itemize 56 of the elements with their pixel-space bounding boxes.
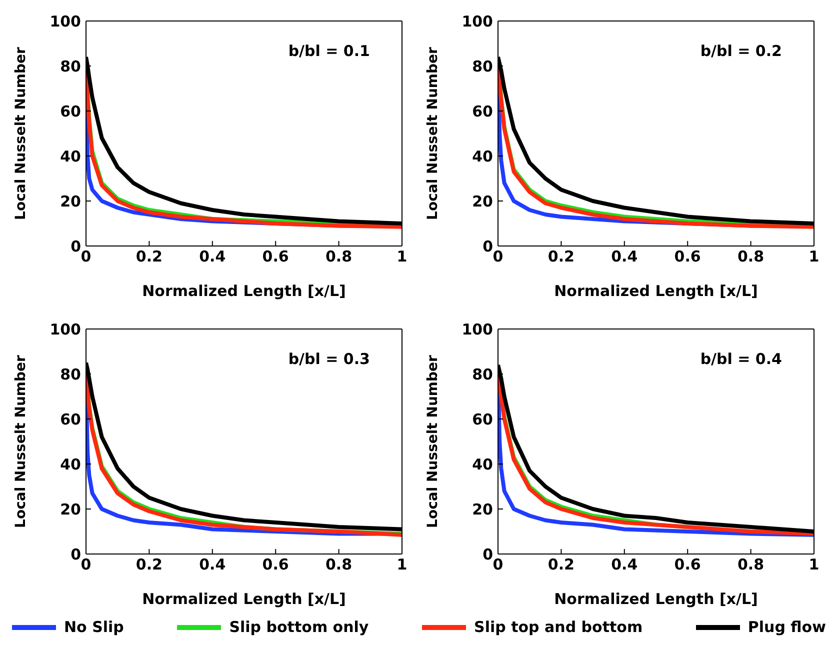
x-tick-label: 1: [808, 556, 820, 574]
legend-label: Slip bottom only: [229, 618, 369, 636]
y-tick-label: 20: [60, 500, 81, 518]
legend-label: Plug flow: [748, 618, 826, 636]
x-tick-label: 0.8: [738, 556, 764, 574]
y-tick-label: 60: [472, 410, 493, 428]
y-axis-title: Local Nusselt Number: [424, 46, 441, 220]
x-axis-title: Normalized Length [x/L]: [554, 282, 758, 300]
y-tick-label: 40: [60, 147, 81, 166]
x-tick-label: 1: [808, 248, 820, 266]
y-axis-title: Local Nusselt Number: [12, 46, 29, 220]
y-axis-title: Local Nusselt Number: [424, 354, 441, 528]
x-tick-label: 0.6: [674, 556, 701, 574]
x-tick-label: 0.8: [326, 248, 352, 266]
x-tick-label: 0.6: [674, 248, 701, 266]
y-tick-label: 80: [60, 57, 81, 76]
y-tick-label: 40: [60, 455, 81, 474]
annotation: b/bl = 0.2: [700, 42, 782, 60]
y-tick-label: 80: [472, 57, 493, 76]
annotation: b/bl = 0.1: [288, 42, 370, 60]
x-tick-label: 0.2: [136, 556, 162, 574]
x-tick-label: 0.2: [548, 556, 574, 574]
x-tick-label: 0.8: [738, 248, 764, 266]
y-tick-label: 60: [60, 102, 81, 120]
x-tick-label: 0.2: [548, 248, 574, 266]
y-tick-label: 100: [50, 320, 81, 338]
legend-label: No Slip: [64, 618, 124, 636]
x-tick-label: 0.8: [326, 556, 352, 574]
x-tick-label: 0.6: [262, 248, 289, 266]
y-tick-label: 20: [472, 500, 493, 518]
x-tick-label: 1: [396, 248, 408, 266]
y-tick-label: 40: [472, 147, 493, 166]
annotation: b/bl = 0.4: [700, 350, 782, 368]
y-tick-label: 80: [472, 365, 493, 384]
y-tick-label: 60: [60, 410, 81, 428]
y-tick-label: 100: [50, 12, 81, 30]
legend-label: Slip top and bottom: [474, 618, 643, 636]
x-tick-label: 0.4: [199, 248, 226, 266]
y-axis-title: Local Nusselt Number: [12, 354, 29, 528]
y-tick-label: 20: [472, 192, 493, 210]
x-axis-title: Normalized Length [x/L]: [142, 590, 346, 608]
y-tick-label: 80: [60, 365, 81, 384]
y-tick-label: 40: [472, 455, 493, 474]
y-tick-label: 100: [462, 12, 493, 30]
x-tick-label: 0.4: [611, 556, 638, 574]
x-axis-title: Normalized Length [x/L]: [554, 590, 758, 608]
x-tick-label: 1: [396, 556, 408, 574]
annotation: b/bl = 0.3: [288, 350, 370, 368]
y-tick-label: 100: [462, 320, 493, 338]
y-tick-label: 60: [472, 102, 493, 120]
x-tick-label: 0.6: [262, 556, 289, 574]
y-tick-label: 20: [60, 192, 81, 210]
x-tick-label: 0.4: [199, 556, 226, 574]
x-tick-label: 0.2: [136, 248, 162, 266]
x-tick-label: 0.4: [611, 248, 638, 266]
x-axis-title: Normalized Length [x/L]: [142, 282, 346, 300]
